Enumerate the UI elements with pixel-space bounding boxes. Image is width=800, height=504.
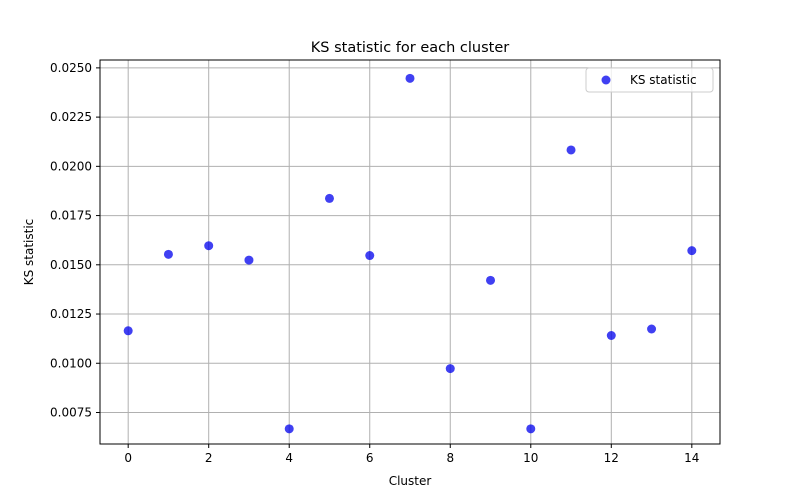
y-tick-label: 0.0200 [50, 159, 92, 173]
chart-title: KS statistic for each cluster [311, 40, 509, 56]
data-point [405, 73, 415, 83]
data-points [123, 73, 697, 434]
y-tick-label: 0.0250 [50, 61, 92, 75]
x-tick-label: 6 [366, 451, 374, 465]
data-point [687, 246, 697, 256]
x-tick-label: 4 [285, 451, 293, 465]
y-tick-label: 0.0125 [50, 307, 92, 321]
y-tick-label: 0.0075 [50, 405, 92, 419]
data-point [204, 241, 214, 251]
y-axis-label: KS statistic [22, 219, 36, 286]
legend: KS statistic [585, 67, 714, 93]
y-tick-label: 0.0225 [50, 110, 92, 124]
data-point [163, 249, 173, 259]
y-tick-label: 0.0100 [50, 356, 92, 370]
data-point [486, 275, 496, 285]
data-point [123, 326, 133, 336]
data-point [606, 330, 616, 340]
x-tick-label: 10 [523, 451, 538, 465]
grid-lines [100, 60, 720, 444]
data-point [365, 251, 375, 261]
data-point [284, 424, 294, 434]
x-tick-label: 14 [684, 451, 699, 465]
data-point [647, 324, 657, 334]
x-axis-label: Cluster [389, 474, 432, 488]
data-point [445, 364, 455, 374]
data-point [244, 255, 254, 265]
legend-label: KS statistic [630, 73, 697, 87]
plot-frame [99, 59, 721, 445]
x-tick-label: 8 [446, 451, 454, 465]
data-point [566, 145, 576, 155]
y-tick-label: 0.0150 [50, 258, 92, 272]
x-tick-label: 2 [205, 451, 213, 465]
y-tick-label: 0.0175 [50, 209, 92, 223]
data-point [324, 193, 334, 203]
legend-box [585, 67, 714, 93]
data-point [526, 424, 536, 434]
x-tick-label: 12 [604, 451, 619, 465]
legend-marker [601, 75, 611, 85]
x-tick-label: 0 [124, 451, 132, 465]
y-axis: 0.0075 0.0100 0.0125 0.0150 0.0175 0.0200 0.02… [50, 61, 100, 419]
x-axis: 0 2 4 6 8 10 12 14 [124, 444, 699, 465]
